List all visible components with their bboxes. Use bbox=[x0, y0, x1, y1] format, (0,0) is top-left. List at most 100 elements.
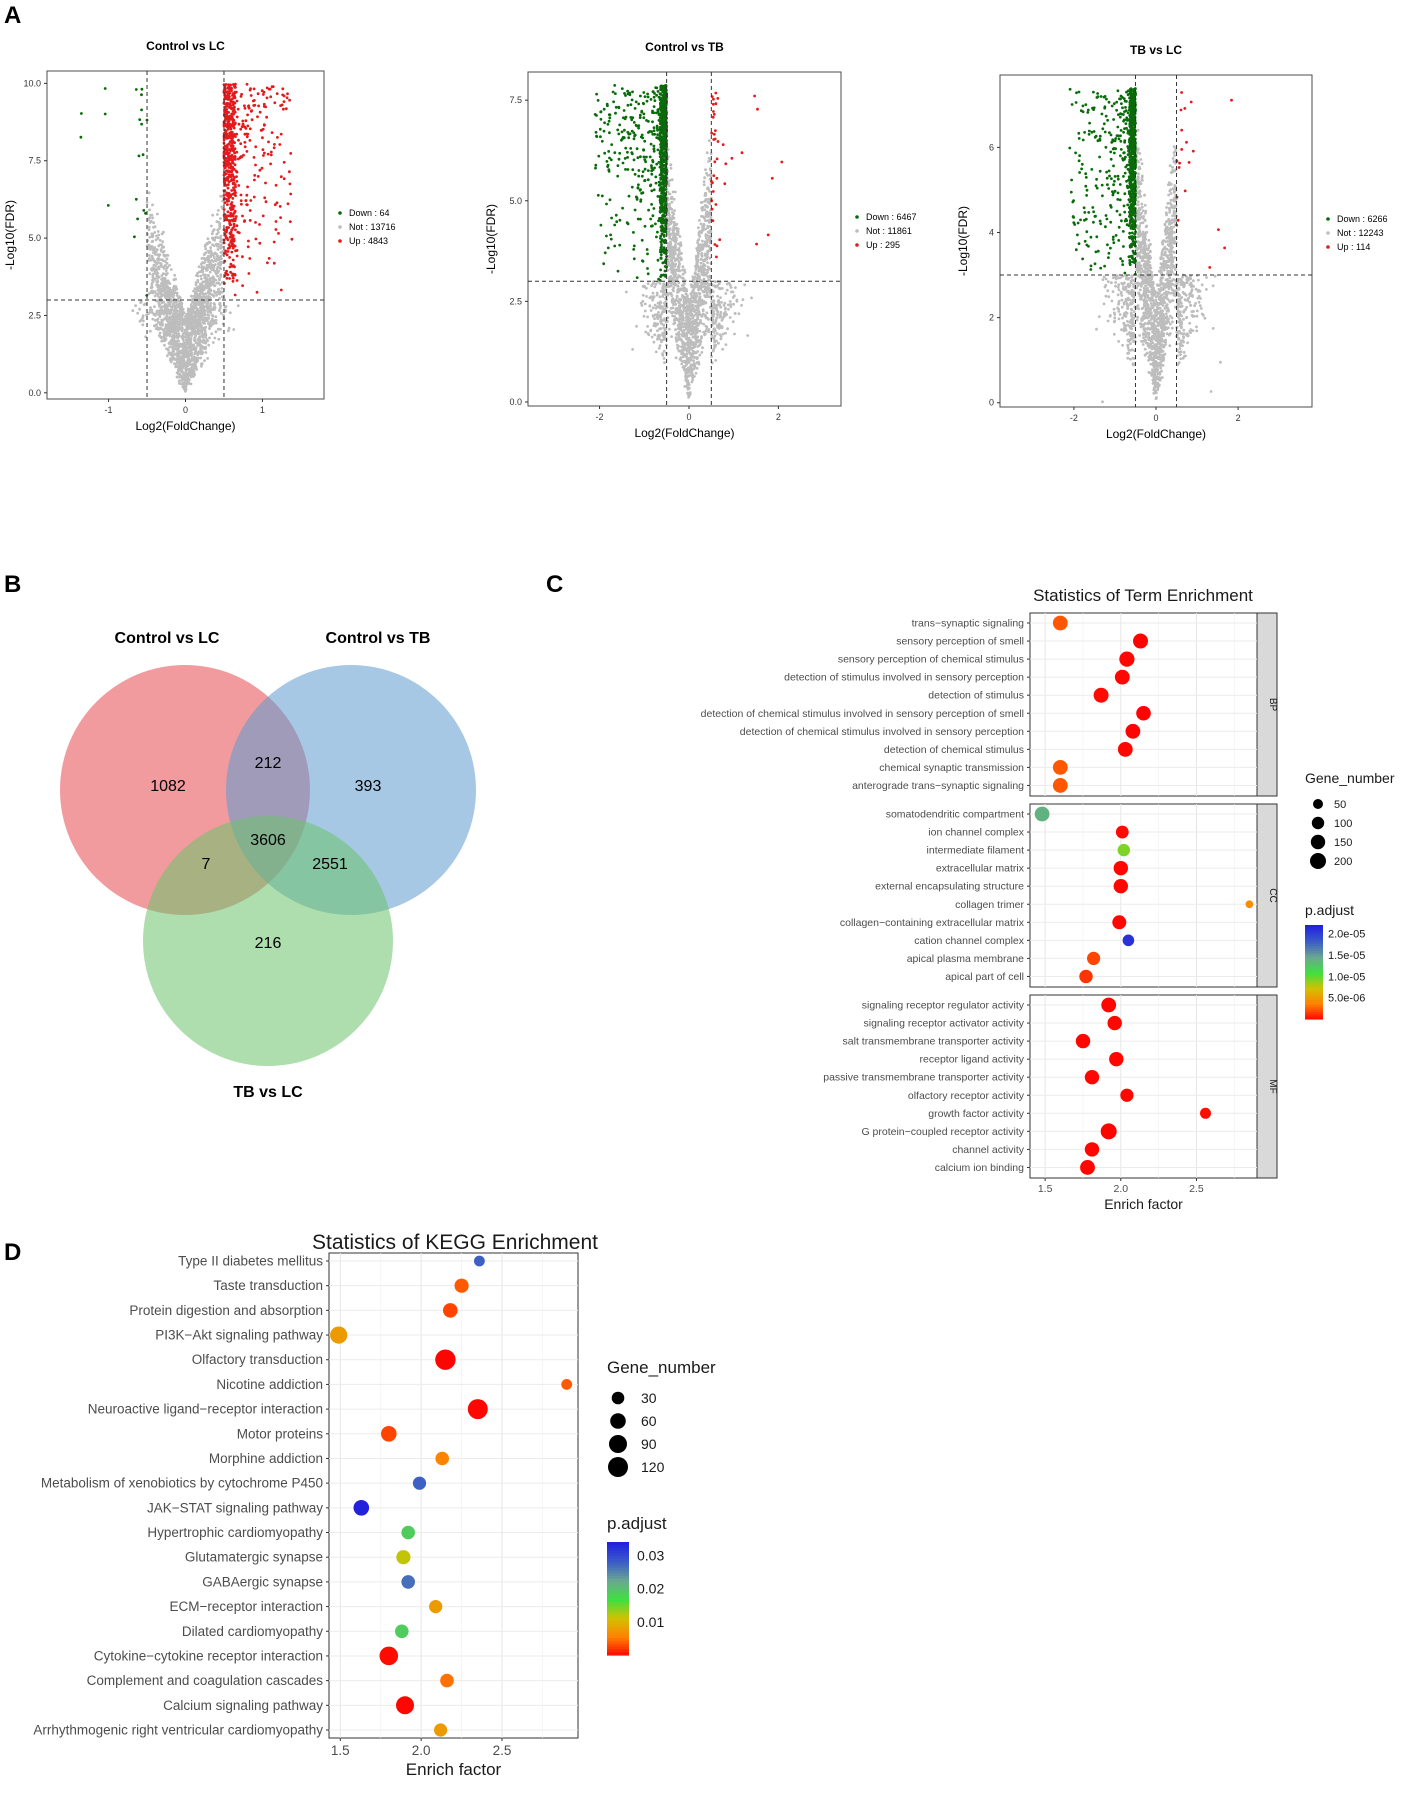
point-up bbox=[226, 102, 230, 105]
point-not bbox=[672, 245, 676, 249]
point-not bbox=[674, 273, 678, 276]
point-up bbox=[232, 225, 236, 228]
point-down bbox=[646, 267, 649, 270]
point-up bbox=[233, 90, 237, 94]
point-not bbox=[671, 249, 675, 252]
point-down bbox=[623, 128, 626, 132]
point-down bbox=[656, 148, 660, 152]
point-not bbox=[144, 335, 148, 339]
point-not bbox=[211, 213, 215, 217]
point-not bbox=[219, 246, 223, 250]
point-up bbox=[239, 199, 243, 203]
point-not bbox=[704, 227, 707, 231]
point-not bbox=[697, 267, 701, 270]
point-up bbox=[222, 124, 226, 128]
point-down bbox=[638, 113, 642, 117]
point-not bbox=[199, 277, 203, 281]
point-not bbox=[214, 272, 218, 276]
point-not bbox=[156, 236, 160, 240]
point-down bbox=[624, 146, 628, 150]
point-not bbox=[691, 375, 694, 379]
point-not bbox=[189, 359, 192, 363]
point-not bbox=[177, 302, 181, 306]
point-up bbox=[235, 150, 239, 154]
point-not bbox=[165, 261, 169, 265]
point-down bbox=[628, 132, 632, 136]
point-not bbox=[153, 294, 157, 298]
point-down bbox=[641, 259, 645, 263]
point-not bbox=[672, 303, 675, 307]
point-down bbox=[646, 92, 649, 96]
y-tick-label: 5.0 bbox=[28, 233, 41, 243]
point-not bbox=[645, 286, 648, 290]
point-not bbox=[195, 324, 199, 327]
point-up bbox=[233, 163, 237, 167]
point-not bbox=[659, 301, 663, 305]
point-not bbox=[717, 286, 721, 290]
point-not bbox=[705, 151, 709, 155]
point-not bbox=[164, 338, 168, 341]
point-not bbox=[669, 240, 672, 244]
point-up bbox=[224, 106, 227, 109]
point-not bbox=[150, 282, 154, 286]
point-not bbox=[676, 285, 680, 288]
point-up bbox=[256, 175, 260, 178]
point-not bbox=[702, 290, 705, 294]
point-up bbox=[264, 181, 267, 185]
point-down bbox=[646, 178, 650, 182]
point-not bbox=[210, 332, 214, 336]
point-not bbox=[722, 304, 726, 307]
point-not bbox=[156, 299, 160, 303]
point-not bbox=[212, 321, 216, 325]
point-up bbox=[282, 107, 285, 111]
point-not bbox=[672, 227, 676, 231]
point-up bbox=[235, 175, 238, 179]
point-up bbox=[232, 204, 236, 208]
point-up bbox=[226, 194, 230, 198]
point-not bbox=[185, 324, 189, 328]
point-not bbox=[678, 308, 682, 312]
point-not bbox=[172, 302, 175, 306]
point-not bbox=[201, 280, 205, 284]
point-not bbox=[204, 341, 208, 345]
point-not bbox=[708, 295, 712, 299]
point-up bbox=[222, 173, 226, 177]
point-up bbox=[249, 94, 253, 97]
point-up bbox=[236, 107, 240, 111]
point-not bbox=[677, 242, 680, 246]
point-not bbox=[150, 285, 154, 289]
point-not bbox=[162, 279, 165, 282]
point-not bbox=[151, 273, 155, 277]
point-not bbox=[148, 247, 152, 251]
point-down bbox=[613, 84, 617, 87]
point-not bbox=[219, 273, 223, 276]
point-not bbox=[707, 318, 710, 321]
point-down bbox=[661, 90, 664, 94]
point-not bbox=[200, 362, 203, 366]
point-not bbox=[701, 239, 704, 243]
point-not bbox=[682, 296, 685, 300]
point-not bbox=[173, 305, 177, 309]
point-down bbox=[603, 251, 607, 255]
point-up bbox=[237, 184, 241, 187]
point-down bbox=[659, 84, 663, 88]
point-up bbox=[235, 180, 239, 183]
point-not bbox=[651, 314, 655, 317]
point-not bbox=[697, 226, 700, 230]
point-not bbox=[165, 330, 169, 334]
point-not bbox=[166, 292, 170, 296]
point-not bbox=[650, 284, 653, 287]
point-not bbox=[162, 333, 166, 336]
point-not bbox=[204, 247, 208, 251]
point-not bbox=[166, 354, 169, 358]
point-not bbox=[669, 242, 673, 246]
point-down bbox=[614, 105, 618, 109]
point-up bbox=[225, 216, 228, 220]
point-down bbox=[654, 222, 657, 226]
point-not bbox=[687, 395, 690, 399]
point-down bbox=[603, 151, 607, 155]
point-not bbox=[163, 277, 167, 280]
point-up bbox=[264, 200, 268, 204]
point-not bbox=[189, 342, 193, 346]
point-not bbox=[689, 307, 692, 311]
